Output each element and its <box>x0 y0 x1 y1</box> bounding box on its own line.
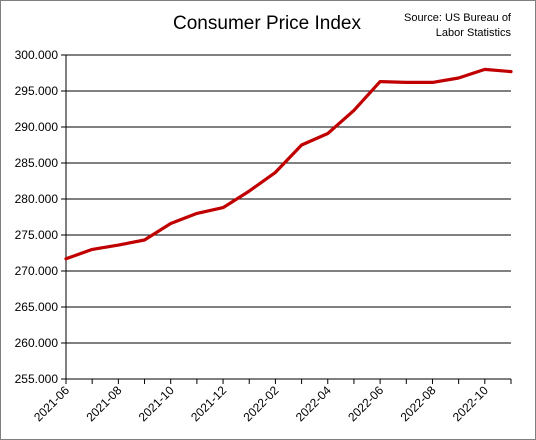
data-point <box>248 190 251 193</box>
data-point <box>405 81 408 84</box>
data-point <box>117 244 120 247</box>
y-tick-label: 275.000 <box>15 228 59 242</box>
y-tick-label: 265.000 <box>15 300 59 314</box>
data-point <box>483 68 486 71</box>
data-point <box>431 81 434 84</box>
data-point <box>300 144 303 147</box>
x-tick-label: 2021-12 <box>188 383 229 424</box>
x-tick-label: 2021-08 <box>83 383 124 424</box>
data-point <box>510 70 513 73</box>
y-tick-label: 285.000 <box>15 156 59 170</box>
x-tick-label: 2022-04 <box>293 383 334 424</box>
y-tick-label: 290.000 <box>15 120 59 134</box>
data-point <box>143 239 146 242</box>
data-point <box>379 80 382 83</box>
series-layer <box>64 67 513 261</box>
axes <box>61 54 512 384</box>
y-tick-label: 255.000 <box>15 372 59 386</box>
x-tick-label: 2021-06 <box>31 383 72 424</box>
data-point <box>91 248 94 251</box>
cpi-series-line <box>64 67 513 261</box>
y-tick-label: 260.000 <box>15 336 59 350</box>
data-point <box>65 257 68 260</box>
data-point <box>326 132 329 135</box>
y-tick-label: 295.000 <box>15 84 59 98</box>
x-tick-label: 2022-08 <box>398 383 439 424</box>
x-tick-label: 2021-10 <box>136 383 177 424</box>
data-point <box>274 171 277 174</box>
y-tick-label: 300.000 <box>15 48 59 62</box>
data-point <box>457 77 460 80</box>
x-tick-label: 2022-06 <box>345 383 386 424</box>
x-axis-tick-labels: 2021-06 2021-08 2021-10 2021-12 2022-02 2022-… <box>31 383 491 424</box>
x-tick-label: 2022-02 <box>240 383 281 424</box>
y-tick-label: 270.000 <box>15 264 59 278</box>
gridlines <box>66 54 511 380</box>
data-point <box>169 222 172 225</box>
x-tick-label: 2022-10 <box>450 383 491 424</box>
source-note: Source: US Bureau of Labor Statistics <box>403 12 511 39</box>
y-tick-label: 280.000 <box>15 192 59 206</box>
y-axis-tick-labels: 255.000 260.000 265.000 270.000 275.000 280.0… <box>15 48 59 386</box>
data-point <box>195 212 198 215</box>
data-point <box>352 109 355 112</box>
data-point <box>222 206 225 209</box>
chart-title: Consumer Price Index <box>173 13 361 34</box>
